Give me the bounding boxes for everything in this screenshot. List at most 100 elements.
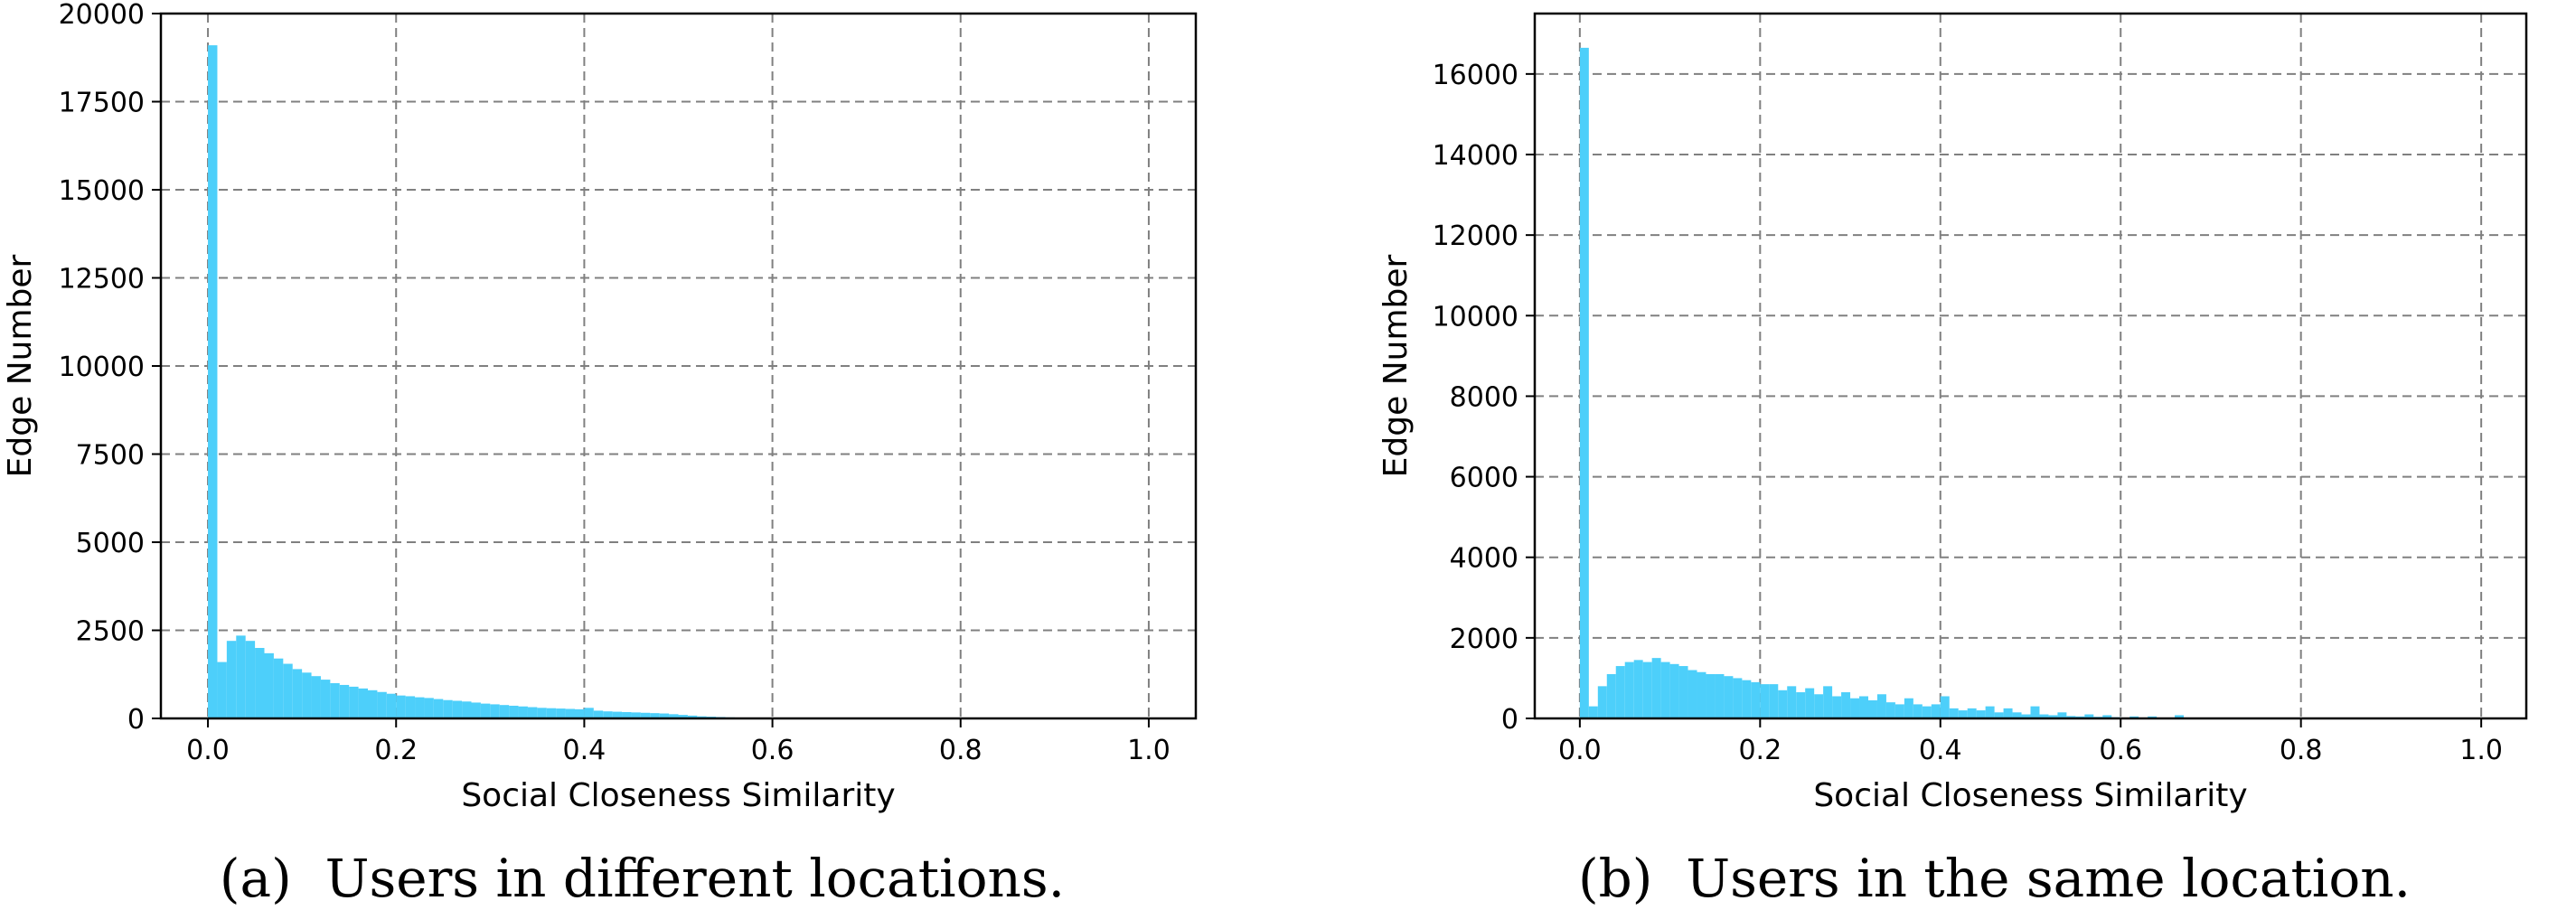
histogram-bar [302,672,312,718]
histogram-bar [1994,712,2004,718]
y-tick-label: 8000 [1450,381,1518,413]
histogram-bar [1940,696,1950,718]
y-tick-label: 5000 [76,528,145,559]
histogram-bar [1733,678,1743,718]
histogram-bar [339,684,350,718]
histogram-bar [480,703,491,718]
y-tick-label: 20000 [59,0,145,31]
y-tick-label: 15000 [59,175,145,207]
x-axis-label: Social Closeness Similarity [461,777,895,814]
histogram-bar [405,696,416,718]
histogram-bar [396,695,406,718]
histogram-bar [462,701,472,718]
histogram-bars [208,45,782,719]
histogram-bar [1588,706,1598,718]
y-tick-label: 2000 [1450,624,1518,655]
histogram-bar [2012,712,2022,718]
histogram-bar [2021,714,2031,718]
histogram-bar [565,708,575,718]
histogram-bar [320,680,331,718]
histogram-bar [349,686,359,718]
histogram-bar [1606,673,1616,718]
histogram-bar [1678,666,1688,718]
histogram-bar [1651,658,1661,718]
histogram-bar [1660,661,1670,718]
panel-a: 0.0 0.2 0.4 0.6 0.8 1.0 0 2500 5000 7500 10000 125… [2,0,1198,909]
histogram-bar [1715,673,1725,718]
histogram-bar [1894,704,1904,718]
histogram-bar [1769,684,1779,718]
histogram-bar [1841,692,1851,718]
x-tick-label: 0.4 [563,735,606,766]
histogram-bar [330,683,340,718]
histogram-bar [424,698,434,718]
histogram-bar [2084,714,2094,718]
x-tick-label: 0.8 [2280,735,2323,766]
histogram-bar [1922,706,1932,718]
histogram-bar [386,693,397,718]
y-axis-ticks: 0 2500 5000 7500 10000 12500 15000 17500 20000 [59,0,161,736]
y-tick-label: 0 [127,704,145,736]
histogram-bar [2175,715,2185,718]
histogram-bars [1579,47,2256,718]
histogram-bar [1814,694,1824,718]
histogram-bar [1859,696,1868,718]
histogram-bar [537,708,547,718]
histogram-bar [584,708,594,718]
histogram-bar [292,669,303,718]
histogram-bar [1850,698,1860,718]
histogram-bar [1642,661,1652,718]
histogram-bar [2048,715,2058,718]
histogram-bar [1633,660,1643,718]
histogram-bar [443,699,453,718]
histogram-bar [669,714,679,718]
subfigure-caption: (b) Users in the same location. [1578,848,2411,909]
y-tick-label: 7500 [76,440,145,472]
histogram-bar [1787,686,1797,718]
histogram-bar [575,708,585,718]
y-tick-label: 6000 [1450,463,1518,494]
y-tick-label: 10000 [1433,301,1518,333]
histogram-bar [1624,661,1634,718]
histogram-bar [1778,690,1788,718]
y-tick-label: 12500 [59,264,145,296]
histogram-bar [1931,704,1941,718]
histogram-bar [2039,714,2049,718]
y-tick-label: 10000 [59,352,145,383]
y-tick-label: 2500 [76,616,145,648]
histogram-bar [2066,716,2076,718]
histogram-bar [358,688,368,718]
histogram-bar [1760,684,1770,718]
histogram-bar [546,708,557,718]
histogram-bar [1669,663,1679,718]
histogram-bar [490,704,500,718]
x-tick-label: 0.8 [939,735,982,766]
histogram-bar [1823,686,1833,718]
histogram-bar [659,713,670,718]
histogram-bar [1958,710,1968,718]
y-axis-label: Edge Number [1377,254,1415,477]
histogram-bar [1985,706,1995,718]
histogram-bar [593,710,604,718]
histogram-bar [622,711,632,718]
histogram-bar [471,702,481,718]
y-tick-label: 4000 [1450,543,1518,575]
histogram-bar [603,711,613,718]
histogram-bar [1876,694,1886,718]
histogram-bar [518,706,528,718]
y-axis-label: Edge Number [2,254,39,477]
histogram-bar [499,705,510,718]
histogram-bar [273,658,284,718]
x-tick-label: 0.4 [1919,735,1962,766]
y-tick-label: 16000 [1433,60,1518,91]
histogram-bar [678,715,688,718]
histogram-bar [556,708,566,718]
x-tick-label: 0.0 [186,735,230,766]
histogram-bar [650,713,660,718]
x-axis-ticks: 0.0 0.2 0.4 0.6 0.8 1.0 [186,718,1170,766]
x-axis-ticks: 0.0 0.2 0.4 0.6 0.8 1.0 [1558,718,2503,766]
histogram-bar [1615,666,1625,718]
histogram-bar [612,711,623,718]
x-tick-label: 1.0 [1127,735,1170,766]
